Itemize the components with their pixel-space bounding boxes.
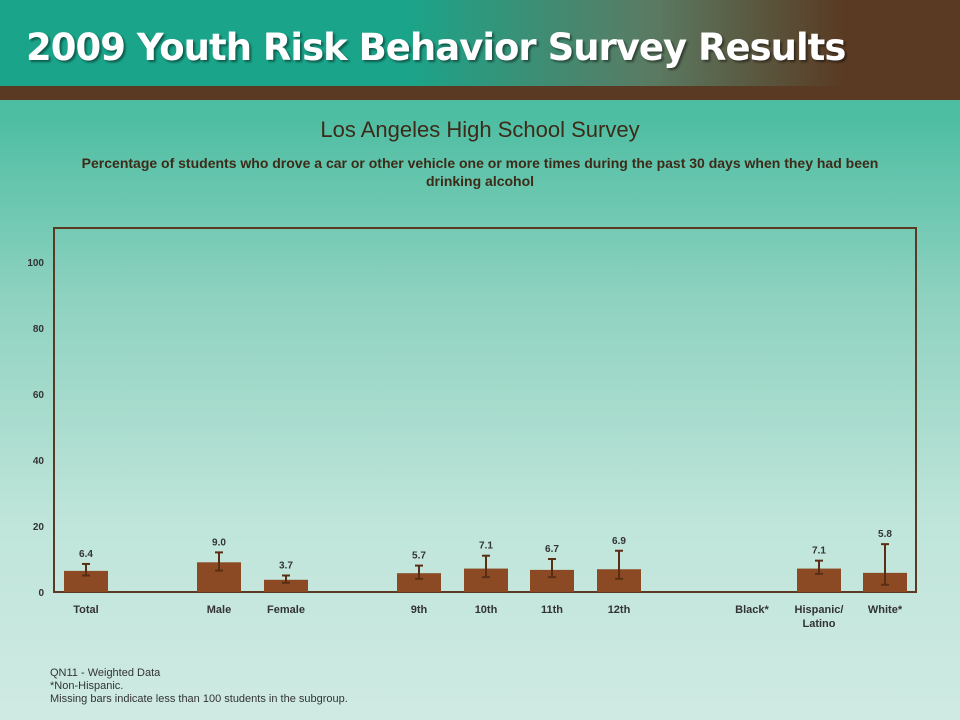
x-tick-label: Black* [735, 604, 769, 616]
data-label: 6.7 [545, 544, 559, 555]
footnote-missing-bars: Missing bars indicate less than 100 stud… [50, 693, 348, 705]
x-tick-label: Latino [803, 618, 836, 630]
bar [264, 579, 308, 592]
bar [397, 573, 441, 592]
y-tick-label: 60 [33, 390, 45, 401]
footnote-data-source: QN11 - Weighted Data [50, 667, 161, 679]
data-label: 6.4 [79, 549, 93, 560]
data-label: 5.8 [878, 529, 892, 540]
x-tick-label: 12th [608, 604, 631, 616]
footnote-non-hispanic: *Non-Hispanic. [50, 680, 124, 692]
y-tick-label: 80 [33, 324, 45, 335]
bar [597, 569, 641, 592]
header-divider [0, 86, 960, 100]
data-label: 7.1 [812, 546, 826, 557]
y-tick-label: 40 [33, 456, 45, 467]
bar [64, 570, 108, 592]
data-label: 7.1 [479, 541, 493, 552]
x-tick-label: 9th [411, 604, 428, 616]
x-tick-label: White* [868, 604, 903, 616]
data-label: 5.7 [412, 551, 426, 562]
page-title: 2009 Youth Risk Behavior Survey Results [26, 26, 846, 69]
bar [797, 568, 841, 592]
data-label: 9.0 [212, 537, 226, 548]
y-tick-label: 20 [33, 522, 45, 533]
bar [464, 568, 508, 592]
x-tick-label: Female [267, 604, 305, 616]
x-tick-label: 10th [475, 604, 498, 616]
data-label: 3.7 [279, 561, 293, 572]
y-tick-label: 100 [27, 258, 44, 269]
x-tick-label: Total [73, 604, 98, 616]
x-tick-label: Male [207, 604, 231, 616]
header-banner [0, 0, 960, 86]
chart-subtitle: Percentage of students who drove a car o… [81, 155, 879, 189]
x-tick-label: Hispanic/ [795, 604, 844, 616]
data-label: 6.9 [612, 536, 626, 547]
y-tick-label: 0 [38, 588, 44, 599]
bar [530, 569, 574, 592]
x-tick-label: 11th [541, 604, 563, 616]
chart-title: Los Angeles High School Survey [320, 117, 640, 142]
